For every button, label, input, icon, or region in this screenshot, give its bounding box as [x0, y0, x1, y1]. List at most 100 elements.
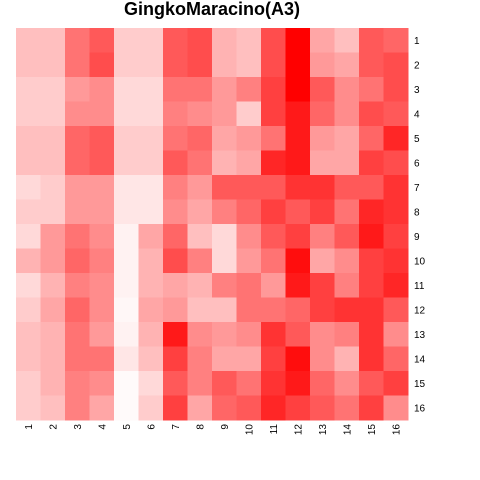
heatmap-cell [40, 101, 66, 127]
y-tick-label: 12 [414, 305, 426, 316]
heatmap-cell [212, 395, 237, 421]
heatmap-cell [310, 77, 335, 102]
heatmap-cell [163, 273, 188, 298]
heatmap-cell [187, 371, 213, 396]
heatmap-cell [359, 371, 384, 396]
heatmap-cell [383, 126, 409, 151]
x-tick-label: 10 [244, 424, 255, 436]
heatmap-cell [187, 77, 213, 102]
heatmap-cell [359, 273, 384, 298]
heatmap-cell [40, 77, 66, 102]
heatmap-cell [89, 273, 115, 298]
heatmap-cell [114, 371, 139, 396]
heatmap-cell [40, 126, 66, 151]
x-tick-label: 15 [367, 424, 378, 436]
heatmap-cell [261, 395, 286, 421]
y-tick-label: 13 [414, 330, 426, 341]
y-tick-label: 10 [414, 256, 426, 267]
heatmap-cell [310, 297, 335, 323]
heatmap-cell [89, 150, 115, 176]
heatmap-cell [89, 371, 115, 396]
heatmap-cell [310, 346, 335, 372]
heatmap-cell [114, 322, 139, 347]
heatmap-cell [261, 77, 286, 102]
heatmap-cell [40, 248, 66, 274]
heatmap-cell [285, 371, 311, 396]
heatmap-cell [310, 150, 335, 176]
heatmap-cell [285, 199, 311, 225]
heatmap-cell [16, 126, 41, 151]
x-tick-label: 2 [48, 424, 59, 430]
heatmap-cell [138, 77, 164, 102]
heatmap-cell [138, 52, 164, 78]
x-tick-label: 1 [24, 424, 35, 430]
heatmap-cell [236, 371, 262, 396]
heatmap-cell [163, 52, 188, 78]
x-tick-label: 13 [318, 424, 329, 436]
heatmap-cell [236, 101, 262, 127]
heatmap-cell [65, 273, 90, 298]
heatmap-cell [89, 175, 115, 200]
heatmap-cell [89, 224, 115, 249]
heatmap-cell [212, 77, 237, 102]
heatmap-cell [334, 126, 360, 151]
heatmap-cell [236, 248, 262, 274]
heatmap-cell [65, 150, 90, 176]
heatmap-cell [285, 175, 311, 200]
heatmap-cell [187, 28, 213, 53]
heatmap-cell [310, 395, 335, 421]
heatmap-cell [187, 199, 213, 225]
x-tick-label: 11 [269, 424, 280, 435]
heatmap-cell [212, 224, 237, 249]
x-tick-label: 12 [293, 424, 304, 436]
heatmap-cell [16, 175, 41, 200]
heatmap-cell [310, 224, 335, 249]
heatmap-cell [89, 297, 115, 323]
heatmap-cell [212, 371, 237, 396]
heatmap-cell [383, 77, 409, 102]
heatmap-cell [89, 28, 115, 53]
heatmap-cell [16, 371, 41, 396]
heatmap-cell [163, 150, 188, 176]
heatmap-cell [261, 273, 286, 298]
heatmap-cell [261, 175, 286, 200]
heatmap-cell [212, 346, 237, 372]
heatmap-cell [187, 273, 213, 298]
heatmap-cell [138, 248, 164, 274]
heatmap-cell [334, 395, 360, 421]
heatmap-cell [114, 175, 139, 200]
heatmap-cell [236, 395, 262, 421]
heatmap-cell [334, 199, 360, 225]
heatmap-cell [16, 199, 41, 225]
heatmap-cell [65, 395, 90, 421]
heatmap-cell [285, 395, 311, 421]
heatmap-cell [359, 297, 384, 323]
heatmap-cell [212, 199, 237, 225]
heatmap-cell [65, 224, 90, 249]
heatmap-cell [359, 101, 384, 127]
heatmap-cell [89, 77, 115, 102]
heatmap-cell [334, 224, 360, 249]
heatmap-cell [359, 126, 384, 151]
heatmap-cell [138, 297, 164, 323]
heatmap-cell [359, 224, 384, 249]
heatmap-cell [359, 199, 384, 225]
heatmap-cell [236, 322, 262, 347]
heatmap-cell [138, 126, 164, 151]
heatmap-cells [16, 28, 409, 421]
heatmap-cell [236, 28, 262, 53]
heatmap-cell [65, 371, 90, 396]
heatmap-cell [16, 101, 41, 127]
heatmap-cell [212, 297, 237, 323]
heatmap-cell [359, 346, 384, 372]
heatmap-cell [138, 395, 164, 421]
heatmap-cell [187, 322, 213, 347]
heatmap-cell [285, 346, 311, 372]
heatmap-cell [163, 28, 188, 53]
heatmap-cell [236, 273, 262, 298]
heatmap-cell [212, 273, 237, 298]
heatmap-cell [383, 150, 409, 176]
heatmap-cell [114, 346, 139, 372]
heatmap-cell [138, 28, 164, 53]
